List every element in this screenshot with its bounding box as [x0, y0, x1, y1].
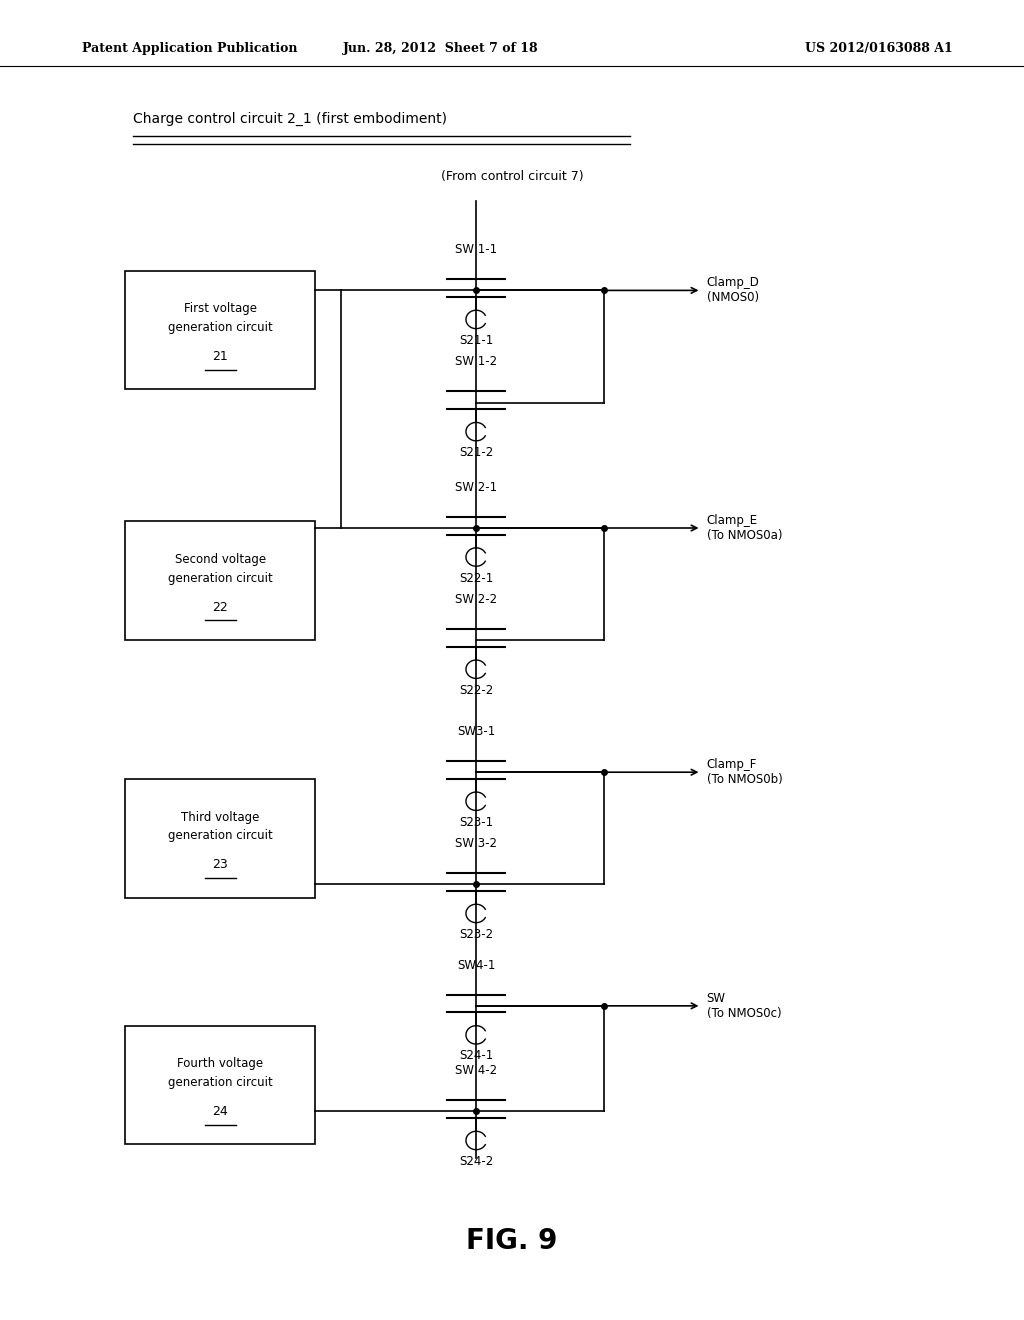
- Text: SW3-1: SW3-1: [457, 725, 496, 738]
- Text: Jun. 28, 2012  Sheet 7 of 18: Jun. 28, 2012 Sheet 7 of 18: [342, 42, 539, 55]
- Text: S23-2: S23-2: [459, 928, 494, 941]
- Text: generation circuit: generation circuit: [168, 1076, 272, 1089]
- Text: SW 2-1: SW 2-1: [455, 480, 498, 494]
- Bar: [125, 1026, 315, 1144]
- Text: SW 1-2: SW 1-2: [455, 355, 498, 368]
- Text: Patent Application Publication: Patent Application Publication: [82, 42, 297, 55]
- Text: generation circuit: generation circuit: [168, 829, 272, 842]
- Text: First voltage: First voltage: [183, 302, 257, 315]
- Text: US 2012/0163088 A1: US 2012/0163088 A1: [805, 42, 952, 55]
- Text: 23: 23: [212, 858, 228, 871]
- Text: SW 2-2: SW 2-2: [455, 593, 498, 606]
- Text: 24: 24: [212, 1105, 228, 1118]
- Text: Third voltage: Third voltage: [181, 810, 259, 824]
- Text: SW4-1: SW4-1: [457, 958, 496, 972]
- Text: S24-1: S24-1: [459, 1049, 494, 1063]
- Text: Clamp_F
(To NMOS0b): Clamp_F (To NMOS0b): [707, 758, 782, 787]
- Text: Clamp_D
(NMOS0): Clamp_D (NMOS0): [707, 276, 760, 305]
- Text: S21-1: S21-1: [459, 334, 494, 347]
- Text: S22-1: S22-1: [459, 572, 494, 585]
- Text: Charge control circuit 2_1 (first embodiment): Charge control circuit 2_1 (first embodi…: [133, 112, 447, 125]
- Text: S21-2: S21-2: [459, 446, 494, 459]
- Text: SW 1-1: SW 1-1: [455, 243, 498, 256]
- Text: SW
(To NMOS0c): SW (To NMOS0c): [707, 991, 781, 1020]
- Text: generation circuit: generation circuit: [168, 572, 272, 585]
- Bar: [125, 521, 315, 640]
- Text: SW 4-2: SW 4-2: [455, 1064, 498, 1077]
- Bar: [125, 779, 315, 898]
- Text: Fourth voltage: Fourth voltage: [177, 1057, 263, 1071]
- Text: (From control circuit 7): (From control circuit 7): [440, 170, 584, 183]
- Text: FIG. 9: FIG. 9: [466, 1226, 558, 1255]
- Text: S23-1: S23-1: [459, 816, 494, 829]
- Text: S22-2: S22-2: [459, 684, 494, 697]
- Bar: [125, 271, 315, 389]
- Text: generation circuit: generation circuit: [168, 321, 272, 334]
- Text: Second voltage: Second voltage: [175, 553, 265, 566]
- Text: S24-2: S24-2: [459, 1155, 494, 1168]
- Text: 21: 21: [212, 350, 228, 363]
- Text: SW 3-2: SW 3-2: [455, 837, 498, 850]
- Text: 22: 22: [212, 601, 228, 614]
- Text: Clamp_E
(To NMOS0a): Clamp_E (To NMOS0a): [707, 513, 782, 543]
